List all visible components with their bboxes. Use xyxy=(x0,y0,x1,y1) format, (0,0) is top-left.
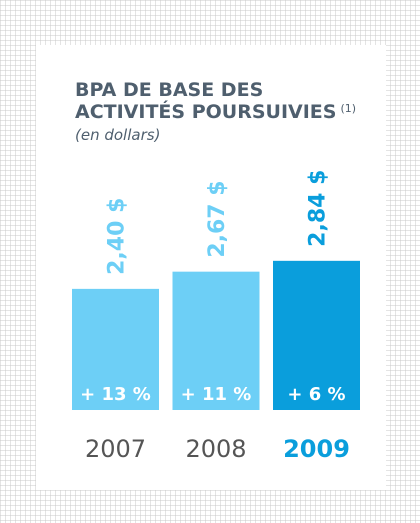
title-line: BPA DE BASE DES xyxy=(75,79,263,101)
growth-label: + 11 % xyxy=(181,384,252,405)
bar xyxy=(72,288,159,410)
x-tick-label: 2007 xyxy=(85,435,146,463)
value-label: 2,67 $ xyxy=(205,180,230,257)
growth-label: + 6 % xyxy=(287,384,345,405)
title-text: ACTIVITÉS POURSUIVIES xyxy=(75,100,336,123)
bar xyxy=(273,260,360,410)
x-tick-label: 2008 xyxy=(185,435,246,463)
value-label: 2,84 $ xyxy=(306,170,331,247)
title-line: ACTIVITÉS POURSUIVIES (1) xyxy=(75,100,356,123)
growth-label: + 13 % xyxy=(80,384,151,405)
title-note: (1) xyxy=(340,102,356,115)
value-label: 2,40 $ xyxy=(105,198,130,275)
subtitle: (en dollars) xyxy=(75,126,160,144)
x-tick-label: 2009 xyxy=(283,435,350,463)
bar xyxy=(172,271,260,410)
